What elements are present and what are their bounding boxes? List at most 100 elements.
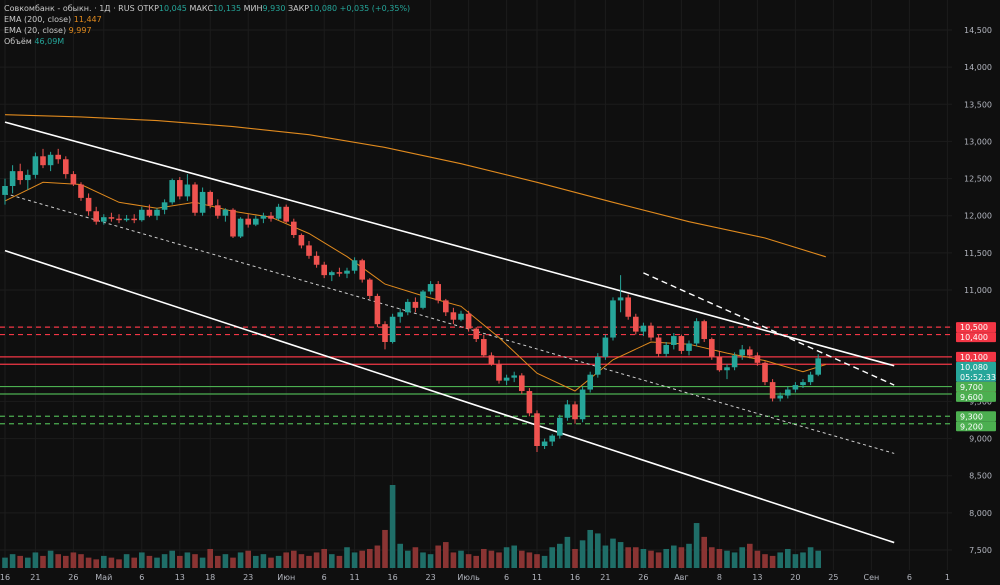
candle-body xyxy=(85,197,92,212)
x-tick-label: Июн xyxy=(277,573,295,582)
volume-bar xyxy=(237,552,244,568)
x-tick-label: Май xyxy=(95,573,112,582)
legend: Совкомбанк - обыкн. · 1Д · RUS ОТКР10,04… xyxy=(4,3,410,47)
candle-body xyxy=(55,154,61,160)
x-tick-label: 6 xyxy=(907,573,912,582)
candle-body xyxy=(146,209,153,216)
volume-bar xyxy=(640,548,647,568)
volume-bar xyxy=(161,554,168,568)
volume-bar xyxy=(40,555,46,568)
volume-bar xyxy=(146,555,153,568)
volume-bar xyxy=(116,559,122,568)
volume-bar xyxy=(351,552,358,568)
volume-bar xyxy=(359,550,365,568)
volume-bars xyxy=(2,485,821,568)
candle-body xyxy=(405,301,411,313)
volume-bar xyxy=(108,557,115,568)
volume-bar xyxy=(123,554,130,568)
volume-bar xyxy=(17,555,23,568)
channel-mid-line xyxy=(4,192,895,454)
volume-bar xyxy=(458,550,464,568)
candle-body xyxy=(253,218,259,225)
candle-body xyxy=(724,367,730,371)
candle-body xyxy=(526,391,533,414)
channel-lines xyxy=(4,121,895,544)
volume-bar xyxy=(222,554,229,568)
volume-bar xyxy=(610,538,616,568)
volume-bar xyxy=(367,548,373,568)
candle-body xyxy=(215,205,221,216)
volume-bar xyxy=(260,554,267,568)
volume-bar xyxy=(154,557,160,568)
volume-bar xyxy=(465,554,472,568)
candle-body xyxy=(245,218,251,225)
candle-body xyxy=(572,404,578,420)
candle-body xyxy=(275,206,282,219)
candle-body xyxy=(648,325,654,338)
volume-bar xyxy=(747,543,753,568)
legend-volume-row[interactable]: Объём 46,09M xyxy=(4,36,410,47)
candle-body xyxy=(655,337,662,354)
price-label-text: 10,100 xyxy=(960,353,988,362)
candle-body xyxy=(435,284,441,301)
volume-bar xyxy=(701,536,707,568)
candle-body xyxy=(747,349,753,356)
candle-body xyxy=(154,209,160,216)
x-tick-label: 6 xyxy=(504,573,509,582)
price-label-box xyxy=(956,411,996,422)
price-label-box xyxy=(956,322,996,333)
legend-ema200-row[interactable]: EMA (200, close) 11,447 xyxy=(4,14,410,25)
close-label: ЗАКР xyxy=(288,4,310,13)
candle-body xyxy=(412,301,419,308)
volume-value: 46,09M xyxy=(34,37,65,46)
candle-body xyxy=(116,218,122,221)
volume-bar xyxy=(321,548,327,568)
volume-bar xyxy=(298,554,305,568)
volume-bar xyxy=(63,555,69,568)
legend-ema20-row[interactable]: EMA (20, close) 9,997 xyxy=(4,25,410,36)
x-tick-label: 18 xyxy=(205,573,215,582)
candle-body xyxy=(70,174,77,185)
candle-body xyxy=(359,260,365,280)
volume-bar xyxy=(754,550,761,568)
price-label-text: 9,700 xyxy=(960,383,983,392)
volume-bar xyxy=(78,554,84,568)
x-tick-label: 13 xyxy=(175,573,185,582)
candle-body xyxy=(321,264,327,276)
candle-body xyxy=(199,191,206,213)
x-tick-label: 16 xyxy=(388,573,398,582)
volume-bar xyxy=(762,554,768,568)
candle-body xyxy=(367,279,373,296)
candle-body xyxy=(769,382,776,399)
candle-body xyxy=(283,206,289,222)
candle-body xyxy=(161,202,168,210)
candle-body xyxy=(602,337,609,357)
volume-bar xyxy=(564,536,571,568)
volume-bar xyxy=(655,552,662,568)
volume-bar xyxy=(184,552,191,568)
candle-body xyxy=(298,235,305,246)
volume-bar xyxy=(374,545,381,568)
candle-body xyxy=(268,215,274,219)
candle-body xyxy=(230,209,236,237)
price-label-text: 9,200 xyxy=(960,422,983,431)
volume-bar xyxy=(663,548,669,568)
candle-body xyxy=(678,336,685,351)
price-label-box xyxy=(956,361,996,382)
volume-bar xyxy=(769,555,776,568)
volume-bar xyxy=(85,557,92,568)
candle-body xyxy=(313,255,320,265)
candle-body xyxy=(177,180,183,197)
volume-bar xyxy=(199,557,206,568)
volume-bar xyxy=(792,554,799,568)
x-tick-label: 26 xyxy=(68,573,78,582)
y-tick-label: 9,000 xyxy=(969,435,992,444)
volume-bar xyxy=(329,554,335,568)
x-tick-label: 11 xyxy=(350,573,360,582)
volume-bar xyxy=(435,545,441,568)
candle-body xyxy=(739,349,745,356)
volume-bar xyxy=(534,554,540,568)
x-tick-label: 21 xyxy=(30,573,40,582)
volume-bar xyxy=(602,545,609,568)
